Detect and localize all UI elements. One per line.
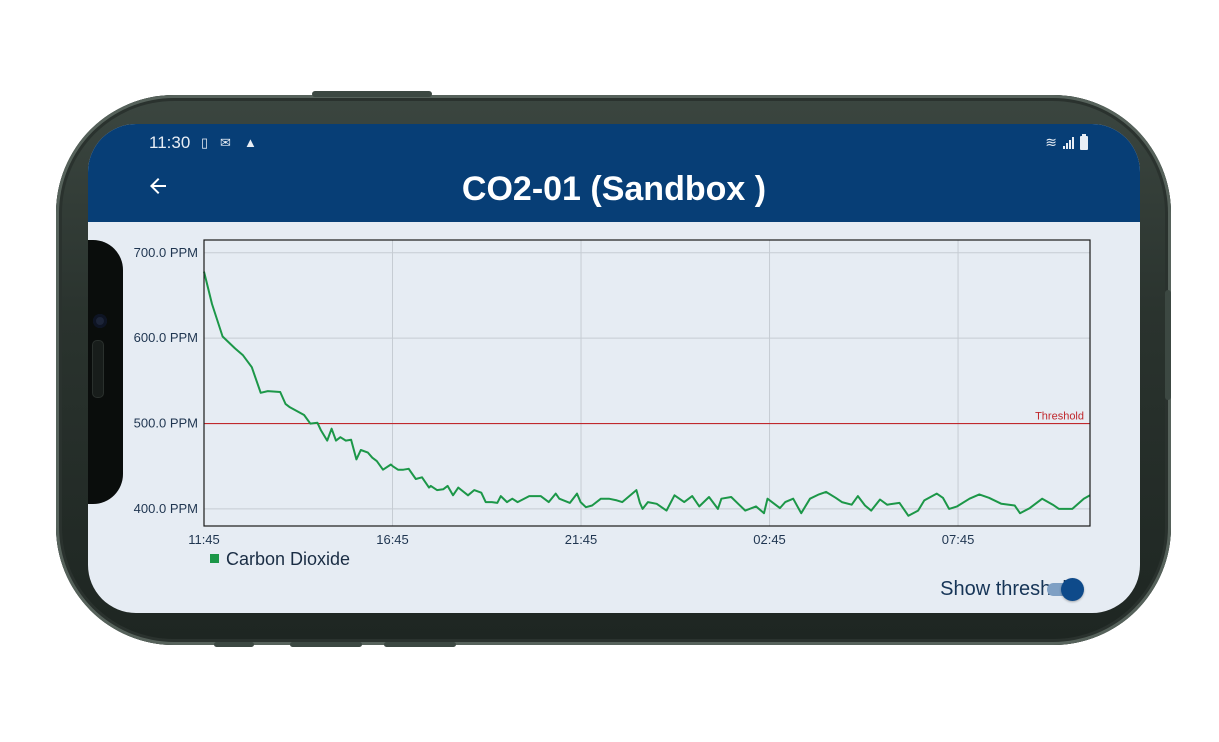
status-time: 11:30 bbox=[149, 133, 191, 152]
phone-volume-button bbox=[312, 91, 432, 97]
x-tick-label: 07:45 bbox=[942, 532, 975, 547]
battery-icon bbox=[1080, 133, 1088, 150]
phone-notch bbox=[88, 240, 123, 504]
x-tick-label: 16:45 bbox=[376, 532, 409, 547]
phone-button-vol-down bbox=[384, 642, 456, 647]
x-tick-label: 02:45 bbox=[753, 532, 786, 547]
status-right-icons: ≋ bbox=[1045, 133, 1088, 151]
arrow-left-icon[interactable] bbox=[146, 174, 170, 198]
speaker-grille bbox=[92, 340, 104, 398]
phone-screen: 11:30 ▯ ✉ ▲ ≋ CO2-01 (Sandbox ) 11:45 16:… bbox=[88, 124, 1140, 613]
legend-label-carbon-dioxide: Carbon Dioxide bbox=[226, 549, 351, 569]
co2-chart: 11:45 16:45 21:45 02:45 07:45 700.0 PPM 600.0 … bbox=[134, 239, 1091, 547]
cast-icon: ✉ bbox=[220, 135, 231, 150]
app-bar: 11:30 ▯ ✉ ▲ ≋ CO2-01 (Sandbox ) bbox=[88, 124, 1140, 222]
sim-icon: ▯ bbox=[201, 135, 209, 150]
y-tick-label: 400.0 PPM bbox=[134, 501, 198, 516]
plot-area bbox=[204, 240, 1090, 526]
camera-icon bbox=[93, 314, 107, 328]
show-threshold-toggle[interactable] bbox=[1047, 578, 1085, 601]
phone-side-button bbox=[1165, 290, 1171, 400]
threshold-label: Threshold bbox=[1035, 411, 1084, 423]
series-line-carbon-dioxide bbox=[203, 271, 1091, 517]
x-tick-label: 21:45 bbox=[565, 532, 598, 547]
plot-frame bbox=[203, 239, 1091, 527]
show-threshold-label: Show threshold bbox=[940, 578, 1078, 600]
wifi-icon: ≋ bbox=[1045, 134, 1057, 150]
y-tick-label: 500.0 PPM bbox=[134, 416, 198, 431]
warning-icon: ▲ bbox=[244, 135, 257, 150]
signal-icon bbox=[1063, 136, 1074, 149]
toggle-knob bbox=[1061, 578, 1084, 601]
y-tick-label: 600.0 PPM bbox=[134, 330, 198, 345]
legend-swatch-carbon-dioxide bbox=[210, 554, 219, 563]
page-title: CO2-01 (Sandbox ) bbox=[461, 170, 767, 208]
x-tick-label: 11:45 bbox=[188, 532, 220, 547]
phone-button-mute bbox=[214, 642, 254, 647]
y-tick-label: 700.0 PPM bbox=[134, 245, 198, 260]
phone-button-vol-up bbox=[290, 642, 362, 647]
